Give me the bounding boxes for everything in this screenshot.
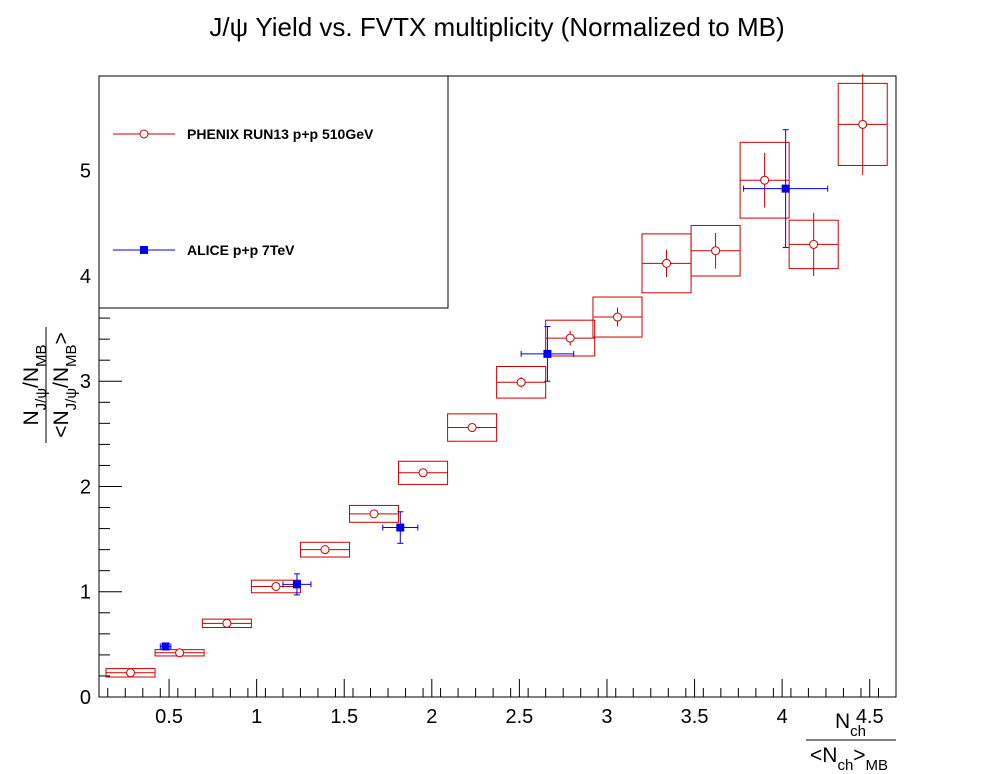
x-tick-label: 1.5: [330, 706, 358, 728]
alice-data-point: [396, 523, 405, 532]
y-tick-label: 2: [80, 476, 91, 498]
phenix-data-point: [467, 423, 477, 433]
phenix-data-point: [271, 581, 281, 591]
x-axis-title: Nch <Nch>MB: [806, 710, 896, 774]
y-tick-label: 1: [80, 582, 91, 604]
y-tick-label: 5: [80, 161, 91, 183]
x-axis: 0.5 1 1.5 2 2.5 3 3.5 4 4.5: [107, 679, 897, 728]
alice-data-point: [781, 184, 790, 193]
phenix-data-point: [662, 258, 672, 268]
y-tick-label: 4: [80, 266, 91, 288]
alice-data-point: [161, 642, 170, 651]
phenix-data-point: [809, 239, 819, 249]
legend-phenix-label: PHENIX RUN13 p+p 510GeV: [187, 126, 374, 142]
x-tick-label: 1: [251, 706, 262, 728]
legend-alice-marker: [140, 246, 148, 254]
x-tick-label: 3.5: [681, 706, 709, 728]
alice-data-point: [543, 349, 552, 358]
y-axis-title-den: <NJ/ψ/NMB>: [50, 332, 80, 438]
legend: PHENIX RUN13 p+p 510GeV ALICE p+p 7TeV: [98, 75, 449, 309]
phenix-data-point: [222, 618, 232, 628]
x-tick-label: 4: [777, 706, 788, 728]
phenix-data-point: [126, 668, 136, 678]
x-tick-label: 4.5: [856, 706, 884, 728]
phenix-data-point: [369, 509, 379, 519]
alice-data-point: [292, 580, 301, 589]
phenix-data-point: [760, 175, 770, 185]
x-tick-label: 2.5: [505, 706, 533, 728]
phenix-data-point: [320, 545, 330, 555]
y-axis-title-num: NJ/ψ/NMB: [20, 344, 50, 425]
x-tick-label: 3: [601, 706, 612, 728]
phenix-data-point: [565, 333, 575, 343]
y-axis-title: NJ/ψ/NMB <NJ/ψ/NMB>: [20, 327, 80, 443]
x-axis-title-den: <Nch>MB: [810, 744, 888, 774]
y-tick-label: 3: [80, 371, 91, 393]
phenix-data-point: [516, 377, 526, 387]
chart-title: J/ψ Yield vs. FVTX multiplicity (Normali…: [209, 12, 784, 42]
plot-frame: [98, 75, 897, 698]
x-axis-title-num: Nch: [835, 710, 866, 740]
x-tick-label: 2: [426, 706, 437, 728]
y-tick-label: 0: [80, 687, 91, 709]
phenix-data-point: [711, 246, 721, 256]
x-tick-label: 0.5: [155, 706, 183, 728]
phenix-data-point: [175, 648, 185, 658]
legend-phenix-marker: [139, 129, 149, 139]
phenix-data-point: [858, 119, 868, 129]
phenix-data-point: [612, 312, 622, 322]
series-layer: [105, 73, 888, 678]
legend-alice-label: ALICE p+p 7TeV: [187, 242, 295, 258]
phenix-data-point: [418, 468, 428, 478]
legend-box: [98, 75, 449, 309]
